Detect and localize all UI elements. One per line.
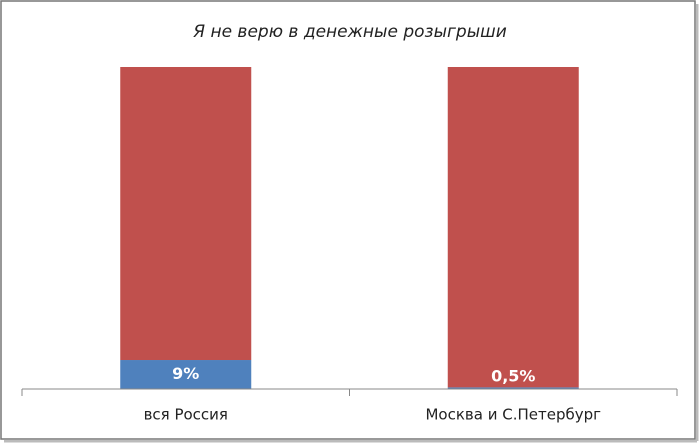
data-label: 9% xyxy=(172,364,199,383)
x-tick-label: Москва и С.Петербург xyxy=(425,406,601,424)
data-label: 0,5% xyxy=(491,367,535,386)
bar-segment xyxy=(447,67,579,388)
chart-title: Я не верю в денежные розыгрыши xyxy=(192,22,507,42)
bar-segment xyxy=(120,67,252,361)
bar-segment xyxy=(120,360,252,389)
x-tick-label: вся Россия xyxy=(144,406,228,424)
bar-segment xyxy=(447,387,579,389)
